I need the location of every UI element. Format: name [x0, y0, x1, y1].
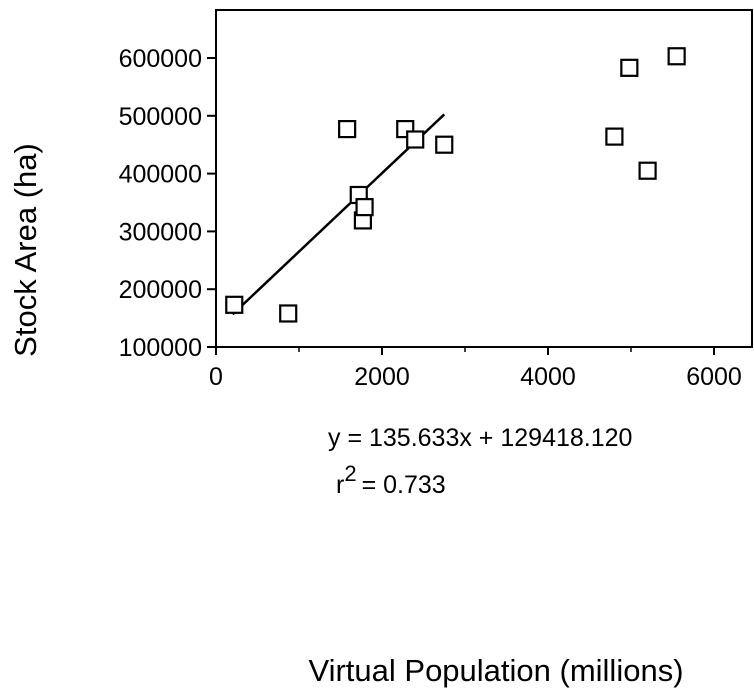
x-tick-label: 4000 — [520, 363, 576, 391]
data-points — [225, 47, 686, 323]
y-tick-label: 400000 — [119, 161, 202, 189]
r-squared-value: = 0.733 — [362, 471, 446, 499]
data-point — [225, 295, 244, 314]
y-tick-label: 600000 — [119, 45, 202, 73]
data-point — [338, 119, 357, 139]
x-axis-label: Virtual Population (millions) — [308, 653, 683, 688]
data-point — [620, 58, 639, 77]
y-axis-ticks: 100000 200000 300000 400000 500000 600000 — [119, 45, 216, 362]
data-point — [435, 135, 454, 154]
data-point — [667, 47, 686, 66]
data-point — [279, 304, 298, 323]
r-squared-superscript: 2 — [344, 461, 356, 486]
data-point — [406, 130, 425, 149]
x-tick-label: 2000 — [354, 363, 410, 391]
y-tick-label: 100000 — [119, 334, 202, 362]
x-axis-ticks: 0 2000 4000 6000 — [209, 347, 742, 391]
plot-frame — [215, 9, 753, 348]
x-tick-label: 0 — [209, 363, 223, 391]
data-point — [355, 198, 374, 217]
y-tick-label: 500000 — [119, 103, 202, 131]
r-squared-r: r — [336, 471, 344, 499]
r-squared-annotation: r2 = 0.733 — [336, 461, 446, 499]
y-tick-label: 200000 — [119, 276, 202, 304]
y-axis-label: Stock Area (ha) — [8, 143, 43, 357]
x-tick-label: 6000 — [686, 363, 742, 391]
data-point — [605, 127, 624, 146]
y-tick-label: 300000 — [119, 218, 202, 246]
data-point — [638, 161, 657, 180]
equation-annotation: y = 135.633x + 129418.120 — [328, 424, 632, 452]
